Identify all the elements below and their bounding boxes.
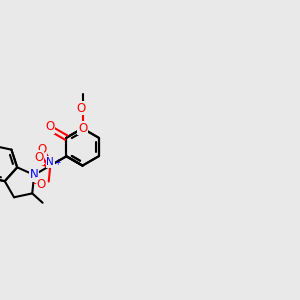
Text: O: O (78, 122, 87, 135)
Text: O: O (34, 151, 43, 164)
Text: -: - (32, 178, 36, 188)
Text: O: O (37, 143, 46, 156)
Text: +: + (55, 158, 61, 166)
Text: N: N (46, 157, 54, 167)
Text: O: O (76, 102, 85, 115)
Text: N: N (30, 168, 39, 182)
Text: O: O (37, 178, 46, 191)
Text: O: O (46, 120, 55, 134)
